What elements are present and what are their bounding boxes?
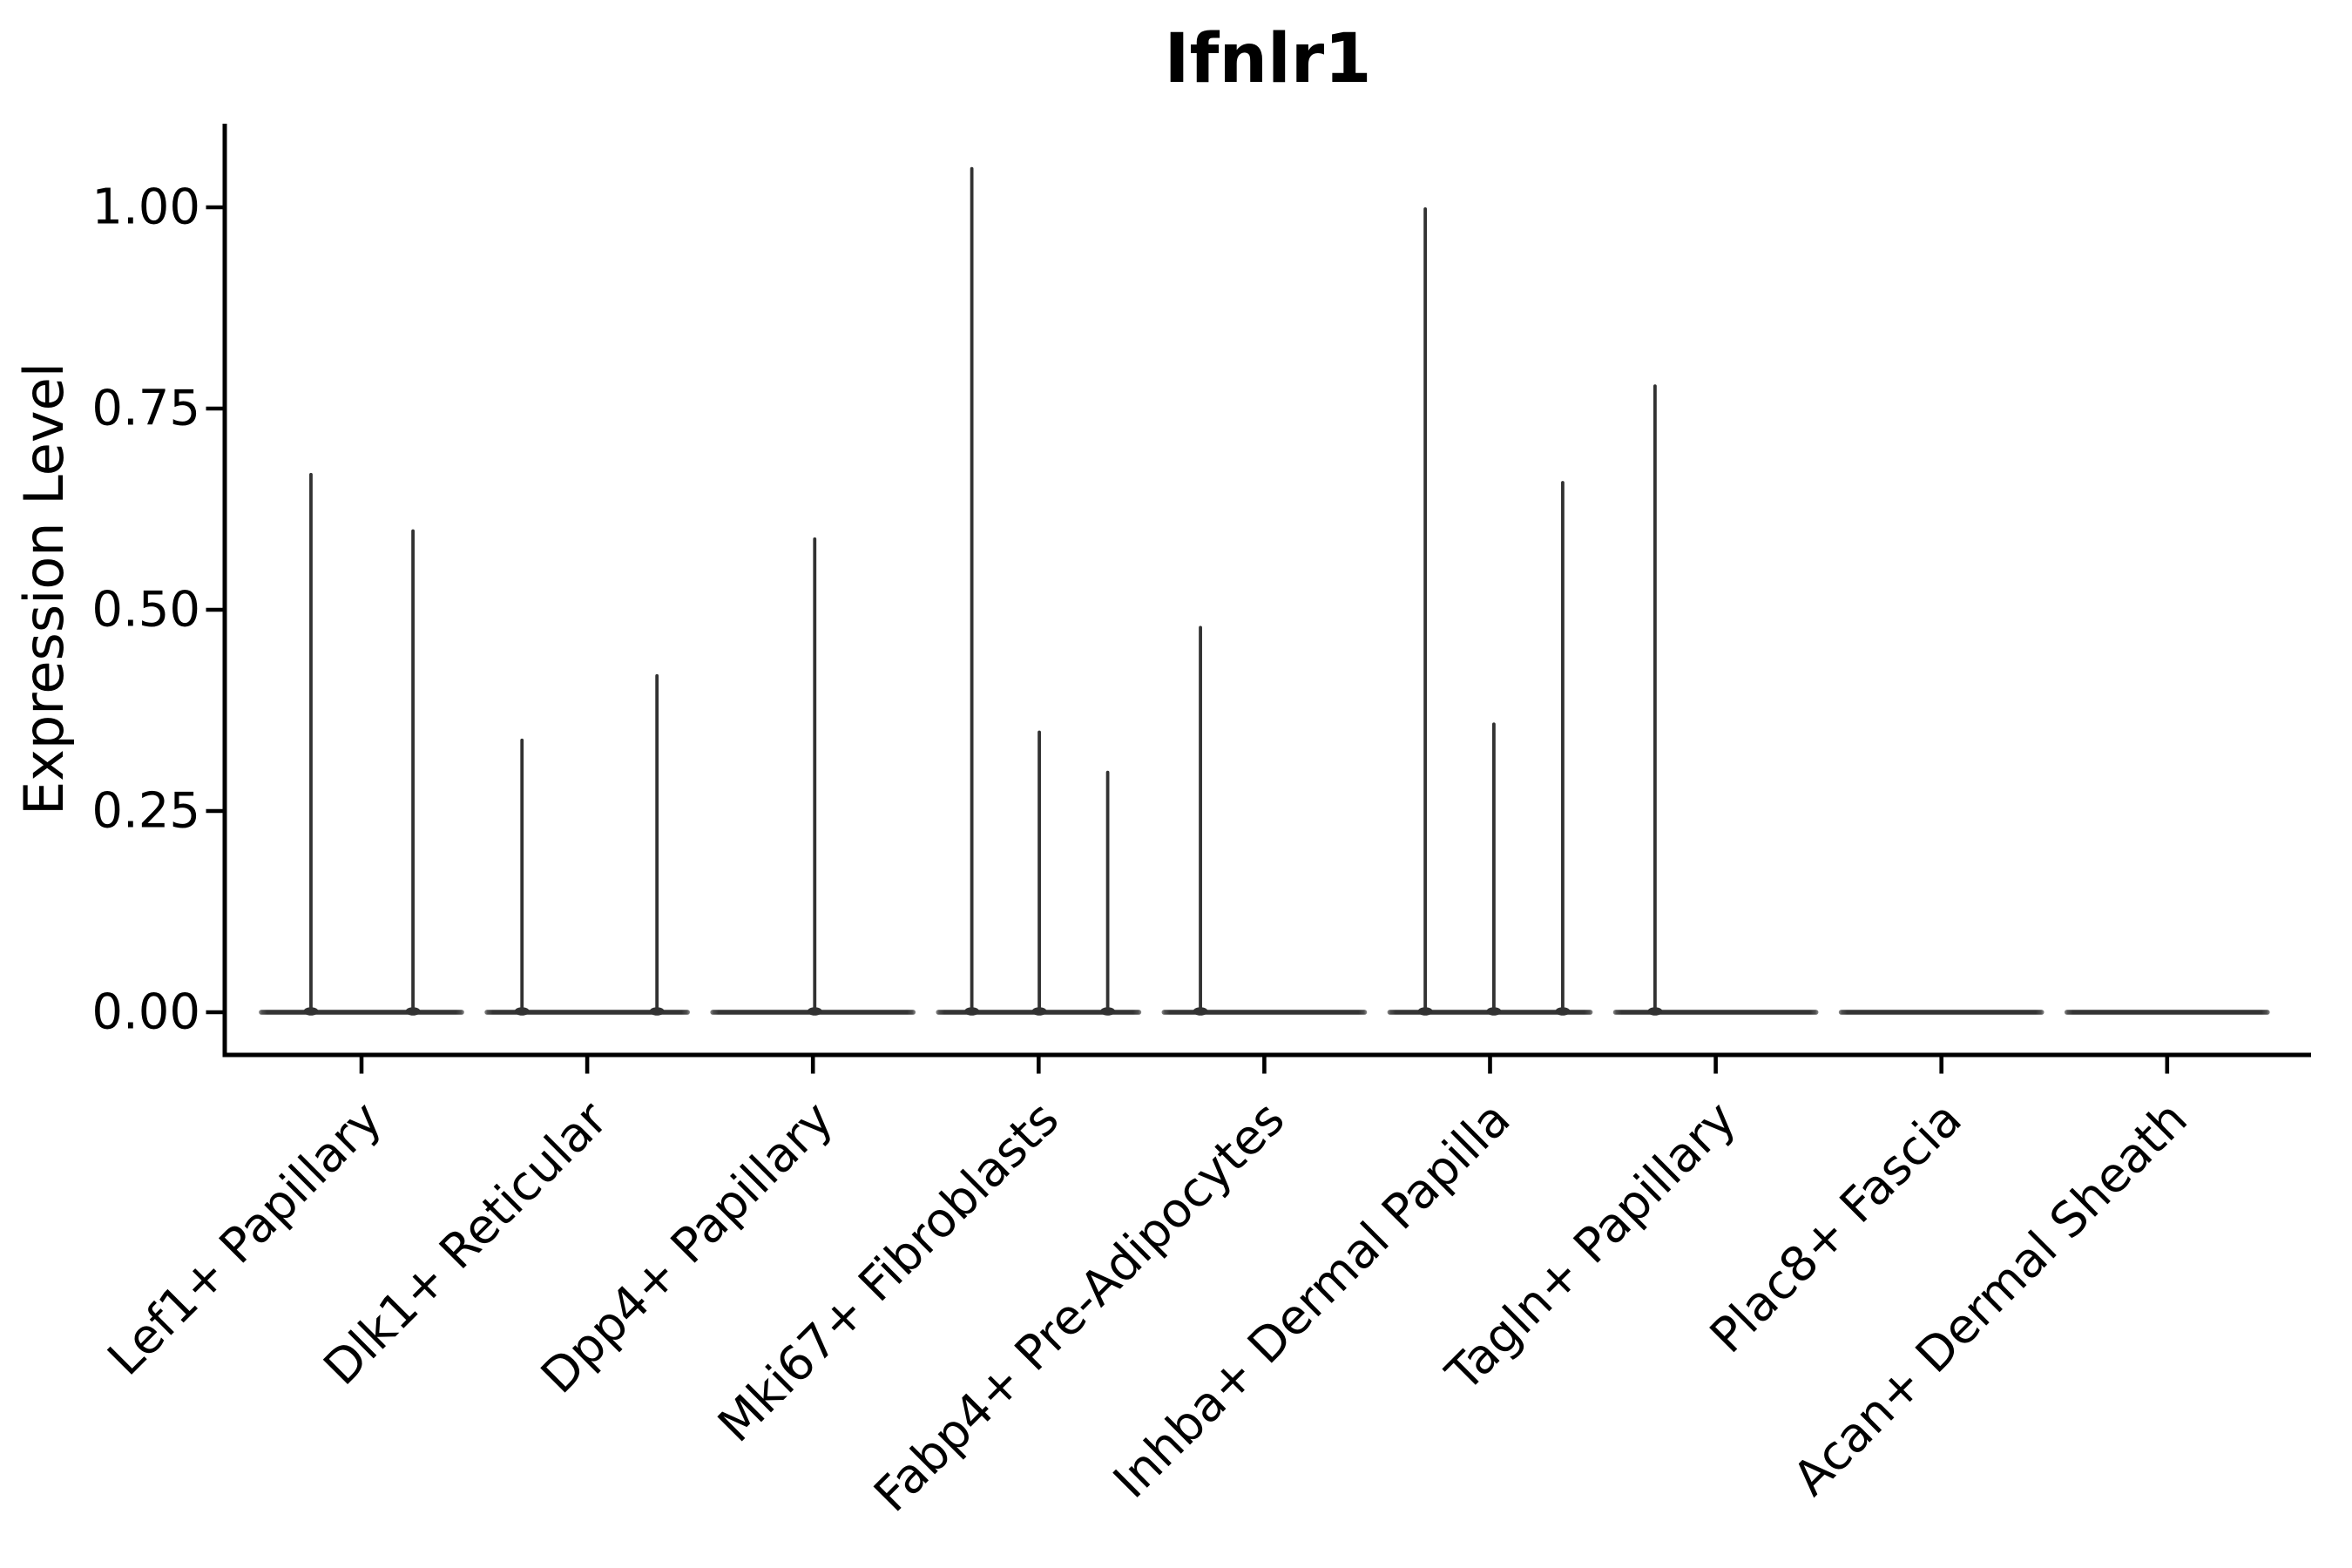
violin-base [484, 1010, 690, 1015]
violin-spike [1199, 625, 1202, 1015]
y-tick-label: 0.25 [91, 783, 200, 840]
violin-spike [1653, 384, 1657, 1015]
violin-spike [813, 537, 817, 1015]
violin-spike [1105, 770, 1110, 1015]
chart-title: Ifnlr1 [1164, 20, 1372, 98]
violin-base [259, 1010, 464, 1015]
violin-base [1838, 1010, 2044, 1015]
violins-layer [259, 166, 2270, 1016]
violin-base [1161, 1010, 1368, 1015]
violin-base [1612, 1010, 1819, 1015]
violin-spike [970, 166, 974, 1015]
y-axis-label: Expression Level [12, 362, 76, 815]
violin-spike [655, 673, 659, 1015]
violin-base [2064, 1010, 2270, 1015]
y-tick-label: 0.50 [91, 582, 200, 639]
x-tick-label: Inhba+ Dermal Papilla [1103, 1091, 1521, 1509]
y-tick-label: 1.00 [91, 179, 200, 236]
y-tick-label: 0.75 [91, 381, 200, 437]
violin-spike [411, 529, 415, 1015]
violin-spike [1561, 481, 1565, 1015]
violin-spike [1423, 207, 1428, 1015]
x-tick-label: Acan+ Dermal Sheath [1782, 1091, 2198, 1506]
y-tick-label: 0.00 [91, 984, 200, 1041]
violin-spike [1037, 730, 1041, 1015]
violin-spike [1492, 722, 1496, 1015]
violin-spike [520, 738, 524, 1015]
x-tick-label: Fabp4+ Pre-Adipocytes [863, 1091, 1295, 1523]
violin-spike [309, 472, 313, 1015]
